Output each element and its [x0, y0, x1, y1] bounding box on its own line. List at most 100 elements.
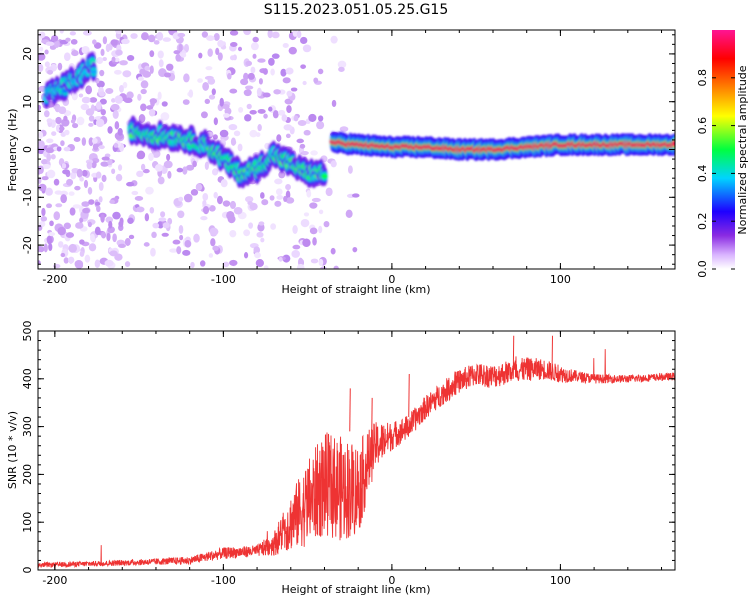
spectrogram-speckle-point	[286, 105, 292, 113]
spectrogram-speckle-point	[118, 220, 124, 228]
spectrogram-speckle-point	[105, 88, 114, 94]
spectrogram-speckle-point	[200, 111, 208, 119]
spectrogram-speckle-point	[113, 69, 122, 75]
colorbar-tick-label: 0.2	[696, 212, 709, 230]
spectrogram-speckle-point	[60, 140, 65, 147]
spectrogram-speckle-point	[292, 225, 298, 234]
spectrogram-speckle-point	[152, 222, 160, 229]
spectrogram-speckle-point	[162, 37, 172, 42]
snr-series-line	[38, 349, 675, 569]
spectrogram-speckle-point	[140, 163, 146, 171]
spectrogram-speckle-point	[44, 49, 49, 55]
spectrogram-speckle-point	[212, 134, 218, 140]
spectrogram-speckle-point	[213, 32, 220, 41]
spectrogram-speckle-point	[278, 109, 286, 116]
spectrogram-speckle-point	[208, 253, 214, 258]
spectrogram-speckle-point	[309, 202, 318, 209]
spectrogram-speckle-point	[48, 243, 53, 251]
spectrogram-speckle-point	[345, 209, 353, 218]
spectrogram-speckle-point	[309, 227, 318, 235]
spectrogram-speckle-point	[260, 237, 265, 243]
spectrogram-speckle-point	[229, 55, 236, 61]
spectrogram-speckle-point	[282, 42, 289, 49]
spectrogram-speckle-point	[110, 103, 120, 111]
spectrogram-speckle-point	[111, 56, 116, 62]
spectrogram-speckle-point	[75, 222, 84, 229]
spectrogram-speckle-point	[55, 124, 61, 133]
spectrogram-speckle-point	[192, 160, 197, 168]
spectrogram-speckle-point	[257, 124, 262, 132]
spectrogram-speckle-point	[59, 30, 64, 34]
spectrogram-speckle-point	[126, 91, 134, 99]
spectrogram-speckle-point	[64, 129, 70, 136]
spectrogram-speckle-point	[274, 178, 283, 185]
spectrogram-speckle-point	[149, 206, 155, 214]
spectrogram-speckle-point	[179, 234, 184, 241]
spectrogram-speckle-point	[158, 59, 164, 68]
spectrogram-speckle-point	[300, 36, 308, 45]
spectrogram-speckle-point	[270, 68, 275, 76]
spectrogram-speckle-point	[151, 231, 157, 239]
spectrogram-speckle-point	[233, 130, 241, 137]
spectrogram-speckle-point	[144, 213, 150, 222]
spectrogram-speckle-point	[219, 97, 224, 107]
spectrogram-speckle-point	[182, 99, 190, 105]
spectrogram-speckle-point	[300, 64, 306, 69]
spectrogram-speckle-point	[95, 77, 100, 84]
spectrogram-speckle-point	[222, 261, 230, 268]
spectrogram-speckle-point	[90, 104, 95, 113]
spectrogram-speckle-point	[300, 218, 310, 228]
spectrogram-speckle-point	[166, 153, 171, 161]
spectrogram-speckle-point	[197, 78, 203, 83]
spectrogram-speckle-point	[88, 122, 94, 127]
spectrogram-speckle-point	[268, 57, 275, 66]
spectrogram-speckle-point	[150, 247, 156, 257]
spectrogram-speckle-point	[201, 31, 209, 38]
spectrogram-speckle-point	[84, 254, 91, 263]
spectrogram-speckle-point	[98, 91, 105, 97]
spectrogram-speckle-point	[206, 35, 215, 42]
spectrogram-speckle-point	[308, 113, 317, 123]
colorbar-tick-label: 0.4	[696, 165, 709, 183]
spectrogram-speckle-point	[183, 193, 193, 203]
spectrogram-speckle-point	[63, 146, 71, 152]
spectrogram-speckle-point	[312, 237, 317, 246]
spectrogram-speckle-point	[38, 131, 44, 139]
spectrogram-speckle-point	[70, 171, 77, 180]
spectrogram-speckle-point	[126, 54, 135, 61]
spectrogram-speckle-point	[325, 187, 333, 197]
snr-peak-spike	[551, 335, 553, 379]
spectrogram-speckle-point	[245, 85, 254, 90]
spectrogram-speckle-point	[110, 98, 116, 103]
spectrogram-speckle-point	[258, 78, 263, 85]
spectrogram-speckle-point	[107, 158, 113, 166]
spectrogram-speckle-point	[63, 257, 69, 264]
spectrogram-speckle-point	[131, 190, 139, 196]
spectrogram-speckle-point	[269, 195, 275, 201]
spectrogram-speckle-point	[71, 91, 78, 101]
spectrogram-speckle-point	[140, 80, 149, 89]
spectrogram-speckle-point	[94, 259, 101, 268]
spectrogram-speckle-point	[260, 192, 265, 199]
spectrogram-speckle-point	[302, 80, 307, 86]
spectrogram-speckle-point	[40, 216, 48, 222]
spectrogram-speckle-point	[188, 89, 194, 98]
spectrogram-speckle-point	[114, 253, 123, 261]
spectrogram-speckle-point	[55, 116, 62, 125]
snr-ticks: -200 -100 0 100 0 100 200 300 400 500	[21, 321, 675, 587]
spectrogram-speckle-point	[115, 173, 123, 182]
spectrogram-speckle-point	[58, 241, 64, 248]
snr-peak-spike	[371, 397, 373, 441]
spectrogram-speckle-point	[147, 34, 156, 43]
spectrogram-speckle-point	[184, 240, 192, 248]
spectrogram-speckle-point	[81, 201, 90, 207]
spectrogram-speckle-point	[112, 211, 121, 220]
spectrogram-speckle-point	[252, 53, 257, 59]
spectrogram-speckle-point	[76, 168, 83, 178]
spectrogram-speckle-point	[71, 50, 79, 57]
colorbar: 0.0 0.2 0.4 0.6 0.8 Normalized spectral ampl…	[696, 30, 749, 278]
spectrogram-speckle-point	[252, 36, 259, 43]
spectrogram-speckle-point	[65, 37, 71, 42]
spectrogram-speckle-point	[59, 126, 65, 131]
spectrogram-speckle-point	[87, 186, 93, 195]
